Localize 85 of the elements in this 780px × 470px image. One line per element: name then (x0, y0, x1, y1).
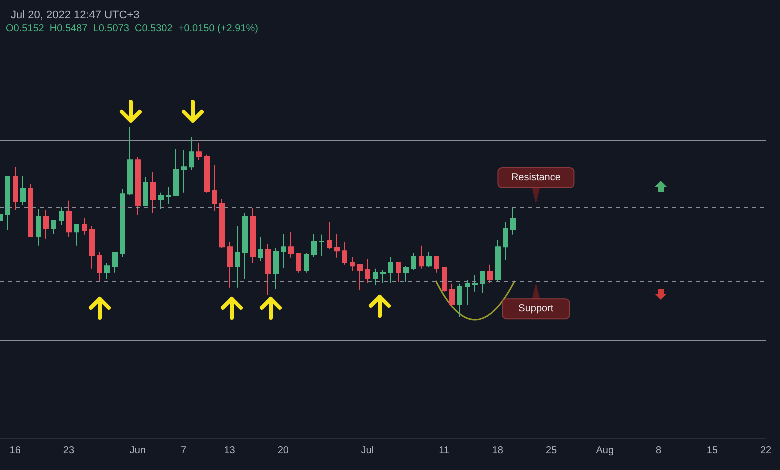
x-tick-label: 16 (10, 446, 22, 456)
candlestick (403, 266, 409, 283)
candlestick (273, 248, 279, 290)
candlestick (311, 233, 317, 258)
candlestick (258, 236, 263, 262)
candlestick (304, 252, 309, 274)
x-tick-label: Jun (130, 446, 146, 456)
candlestick (342, 241, 347, 266)
candlestick (66, 200, 72, 238)
candlestick (235, 225, 240, 288)
candlestick (227, 241, 233, 288)
annotation: Resistance (511, 172, 562, 184)
candlestick (442, 267, 447, 292)
candlestick (465, 279, 470, 306)
candlestick (20, 176, 26, 206)
x-tick-label: Jul (361, 446, 374, 456)
candlestick (242, 212, 248, 280)
candlestick (250, 207, 256, 264)
x-tick-label: 7 (181, 446, 188, 456)
candlestick (503, 221, 508, 260)
candlestick (434, 256, 439, 274)
x-tick-label: 22 (760, 446, 772, 456)
candlestick (265, 244, 271, 296)
candlestick (495, 240, 501, 282)
candlestick (487, 264, 493, 284)
x-tick-label: 18 (492, 446, 504, 456)
candlestick (449, 283, 455, 306)
candlestick (365, 258, 370, 284)
candlestick (480, 271, 485, 294)
candlestick (319, 234, 324, 257)
candlestick (204, 154, 210, 194)
candlestick (380, 270, 386, 284)
annotation: Support (518, 304, 554, 315)
candlestick (173, 148, 179, 196)
x-tick-label: 25 (546, 446, 558, 456)
candlestick (36, 208, 41, 246)
candlestick (59, 206, 64, 226)
candlestick (43, 210, 49, 240)
candlestick (350, 256, 355, 272)
candlestick (51, 220, 56, 234)
candlestick (296, 253, 301, 274)
candlestick (281, 233, 286, 268)
candlestick (212, 164, 217, 212)
candlestick (143, 176, 148, 207)
candlestick (334, 233, 340, 258)
candlestick (97, 252, 102, 283)
x-tick-label: 11 (439, 446, 450, 456)
candlestick (219, 198, 225, 249)
chart-title: Jul 20, 2022 12:47 UTC+3 (11, 10, 140, 22)
candlestick (426, 252, 432, 268)
candlestick (288, 232, 294, 258)
candlestick (82, 218, 87, 236)
candlestick (135, 156, 141, 216)
candlestick (411, 252, 416, 271)
candlestick (74, 224, 79, 246)
x-tick-label: 23 (63, 446, 75, 456)
candlestick (181, 149, 187, 194)
candlestick (158, 192, 164, 210)
candlestick (196, 142, 202, 161)
x-tick-label: Aug (596, 446, 614, 456)
candlestick (112, 252, 118, 274)
candlestick (89, 225, 95, 270)
candlestick (104, 262, 110, 280)
candlestick (419, 245, 424, 270)
candlestick (127, 126, 133, 196)
x-tick-label: 13 (224, 446, 236, 456)
candlestick (373, 268, 378, 286)
candlestick (388, 256, 393, 284)
candlestick (166, 186, 171, 204)
candlestick (120, 188, 125, 258)
candlestick (28, 184, 33, 238)
x-tick-label: 8 (656, 446, 662, 456)
candlestick (357, 264, 363, 291)
x-tick-label: 20 (278, 446, 290, 456)
candlestick (189, 136, 194, 170)
candlestick (13, 166, 18, 211)
candlestick (510, 206, 516, 236)
candlestick (396, 262, 401, 283)
candlestick (472, 274, 478, 292)
candlestick (327, 221, 332, 250)
candlestick (150, 172, 156, 214)
candlestick (5, 176, 10, 230)
text: O0.5152 H0.5487 L0.5073 C0.5302 +0.0150 (+2.91%) (6, 24, 258, 34)
candlestick (457, 283, 462, 318)
x-tick-label: 15 (706, 446, 718, 456)
